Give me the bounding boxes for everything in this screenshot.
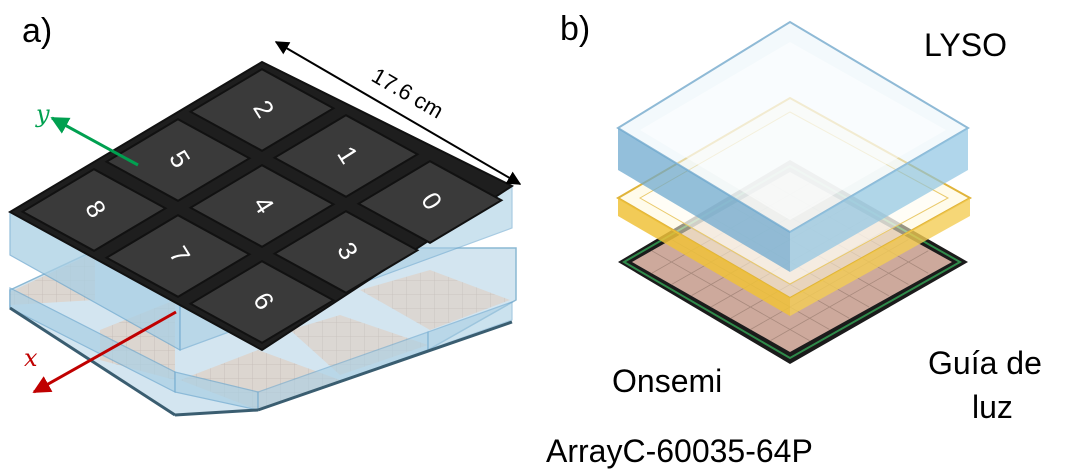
x-axis-arrow [32,310,177,394]
lyso-block [616,20,970,272]
y-axis-arrow [50,116,139,167]
tile-8 [20,168,168,252]
tile-4 [188,164,336,248]
light-guide-label-line2: luz [972,389,1013,425]
sensor-grid-line [770,250,929,342]
tile-7 [104,214,252,298]
y-axis-label: y [35,100,50,128]
panel-b: b) LYSO Guía de luz Onsemi ArrayC-60035-… [546,10,1042,469]
tile-5 [104,118,252,202]
sensor-label-line1: Onsemi [612,363,722,399]
x-axis-label: x [24,344,38,372]
lyso-label: LYSO [924,27,1007,63]
sensor-label-line2: ArrayC-60035-64P [546,433,813,469]
dimension-arrow [274,41,522,185]
panel-b-label: b) [560,10,590,48]
tile-3 [272,210,420,294]
dimension-label: 17.6 cm [368,63,448,124]
panel-a: a) 25 18 4 07 36 [7,12,522,417]
panel-a-label: a) [22,12,52,50]
tile-6 [188,260,336,344]
light-guide-label-line1: Guía de [928,345,1042,381]
